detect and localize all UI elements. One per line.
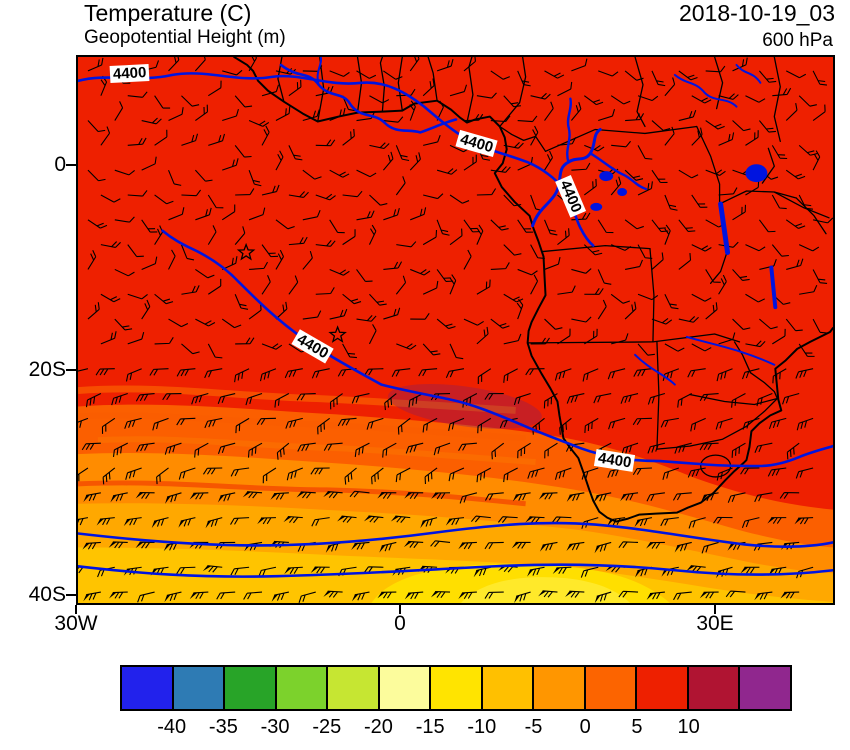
pressure-level: 600 hPa xyxy=(762,30,833,51)
rivers-lakes-layer xyxy=(279,57,778,386)
x-tickmark xyxy=(399,605,401,614)
colorbar-tick-label: 10 xyxy=(677,716,700,738)
x-tick-label-30e: 30E xyxy=(696,612,734,635)
colorbar-tick-label: 5 xyxy=(631,716,643,738)
y-tickmark xyxy=(66,164,76,166)
colorbar-tick-label: -10 xyxy=(467,716,497,738)
valid-datetime: 2018-10-19_03 xyxy=(678,0,835,26)
y-tickmark xyxy=(66,369,76,371)
contour-label-4400: 4400 xyxy=(109,63,150,84)
station-marker-star xyxy=(236,242,256,261)
colorbar-cell xyxy=(122,667,174,709)
y-tick-label-0: 0 xyxy=(54,153,66,176)
lake-victoria xyxy=(745,164,768,183)
colorbar-tick-label: -35 xyxy=(208,716,238,738)
x-tick-label-0: 0 xyxy=(394,612,406,635)
y-tick-label-20s: 20S xyxy=(28,358,66,381)
colorbar-tick-labels: -40 -35 -30 -25 -20 -15 -10 -5 0 5 10 xyxy=(120,716,792,742)
colorbar-cell xyxy=(637,667,689,709)
y-tick-label-40s: 40S xyxy=(28,583,66,606)
x-tickmark xyxy=(714,605,716,614)
chart-title: Temperature (C) xyxy=(84,0,252,26)
lake-tanganyika xyxy=(718,201,731,256)
colorbar-tick-label: 0 xyxy=(579,716,591,738)
colorbar-cell xyxy=(740,667,790,709)
geopotential-contours-layer xyxy=(78,72,833,578)
colorbar-cell xyxy=(482,667,535,709)
lake-malawi xyxy=(769,265,778,310)
colorbar-cell xyxy=(225,667,277,709)
colorbar-tick-label: -40 xyxy=(157,716,187,738)
station-marker-star xyxy=(328,325,347,343)
colorbar-cell xyxy=(328,667,380,709)
colorbar xyxy=(120,665,792,711)
y-tickmark xyxy=(66,594,76,596)
colorbar-cell xyxy=(173,667,226,709)
colorbar-tick-label: -25 xyxy=(312,716,342,738)
temperature-gradient-bands xyxy=(78,384,833,603)
colorbar-cell xyxy=(379,667,432,709)
colorbar-cell xyxy=(585,667,638,709)
colorbar-tick-label: -15 xyxy=(415,716,445,738)
x-tick-label-30w: 30W xyxy=(54,612,98,635)
colorbar-cell xyxy=(276,667,329,709)
colorbar-cell xyxy=(688,667,741,709)
colorbar-tick-label: -30 xyxy=(260,716,290,738)
map-canvas xyxy=(78,57,833,603)
map-plot-area: 4400 4400 4400 4400 4400 xyxy=(76,55,835,605)
colorbar-cell xyxy=(534,667,586,709)
colorbar-tick-label: -5 xyxy=(524,716,543,738)
chart-subtitle: Geopotential Height (m) xyxy=(84,27,286,48)
x-tickmark xyxy=(75,605,77,614)
colorbar-tick-label: -20 xyxy=(364,716,393,738)
colorbar-cell xyxy=(431,667,483,709)
